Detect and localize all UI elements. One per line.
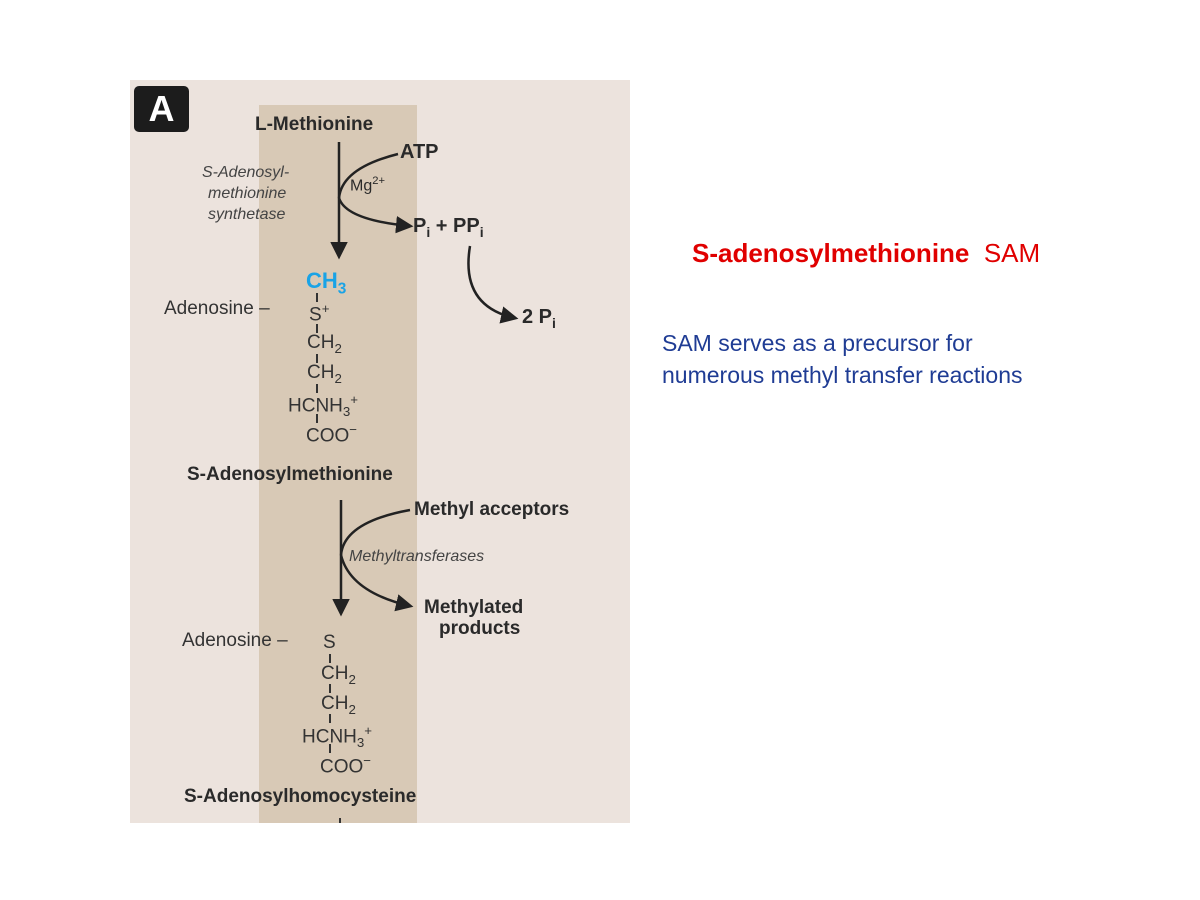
methylated-products-line-1: Methylated bbox=[424, 597, 524, 618]
enzyme1-line-3: synthetase bbox=[208, 206, 286, 223]
sam-sulfur: S+ bbox=[309, 301, 330, 326]
methyl-bond bbox=[316, 293, 318, 302]
sah-adenosine: Adenosine – bbox=[182, 630, 288, 651]
enzyme1-line-2: methionine bbox=[208, 185, 287, 202]
products-out-arrow bbox=[339, 554, 414, 612]
sah-bond-3 bbox=[329, 714, 331, 723]
slide-description: SAM serves as a precursor for numerous m… bbox=[662, 327, 1023, 391]
sam-bond-4 bbox=[316, 414, 318, 423]
sah-name-label: S-Adenosylhomocysteine bbox=[184, 786, 417, 807]
sah-ch2-b: CH2 bbox=[321, 693, 356, 717]
pi-out-arrow bbox=[337, 197, 414, 234]
enzyme1-line-1: S-Adenosyl- bbox=[202, 164, 290, 181]
slide-title: S-adenosylmethionine SAM bbox=[692, 238, 1040, 269]
methyltransferases-label: Methyltransferases bbox=[349, 548, 485, 565]
title-abbreviation: SAM bbox=[983, 238, 1041, 268]
atp-in-arrow bbox=[337, 152, 399, 199]
description-line-2: numerous methyl transfer reactions bbox=[662, 362, 1023, 388]
continuation-tick bbox=[339, 818, 341, 823]
pathway-figure: A L-Methionine ATP Mg2+ S-Adenosyl- meth… bbox=[130, 80, 630, 823]
atp-label: ATP bbox=[400, 141, 439, 163]
sam-bond-1 bbox=[316, 324, 318, 333]
l-methionine-label: L-Methionine bbox=[255, 114, 374, 135]
sam-bond-3 bbox=[316, 384, 318, 393]
sam-adenosine: Adenosine – bbox=[164, 298, 270, 319]
sah-bond-4 bbox=[329, 744, 331, 753]
description-line-1: SAM serves as a precursor for bbox=[662, 330, 973, 356]
two-pi-label: 2 Pi bbox=[522, 306, 556, 331]
sah-bond-1 bbox=[329, 654, 331, 663]
sam-ch2-a: CH2 bbox=[307, 332, 342, 356]
sam-name-label: S-Adenosylmethionine bbox=[187, 464, 393, 485]
reaction-arrows bbox=[330, 142, 519, 617]
panel-label-badge: A bbox=[134, 86, 189, 132]
title-compound-name: S-adenosylmethionine bbox=[692, 238, 970, 268]
methyl-group: CH3 bbox=[306, 268, 347, 298]
ppi-to-2pi-arrow bbox=[467, 245, 519, 324]
sah-coo: COO− bbox=[320, 753, 372, 778]
sah-hcnh3: HCNH3+ bbox=[302, 723, 373, 751]
sam-hcnh3: HCNH3+ bbox=[288, 392, 359, 420]
sah-sulfur: S bbox=[323, 632, 336, 653]
sah-bond-2 bbox=[329, 684, 331, 693]
sah-ch2-a: CH2 bbox=[321, 663, 356, 687]
mg-label: Mg2+ bbox=[350, 175, 385, 195]
sam-ch2-b: CH2 bbox=[307, 362, 342, 386]
sam-bond-2 bbox=[316, 354, 318, 363]
methylated-products-line-2: products bbox=[439, 618, 521, 639]
methyl-acceptors-label: Methyl acceptors bbox=[414, 499, 570, 520]
acceptor-in-arrow bbox=[339, 508, 411, 556]
pi-ppi-label: Pi + PPi bbox=[413, 215, 484, 240]
sam-coo: COO− bbox=[306, 422, 358, 447]
